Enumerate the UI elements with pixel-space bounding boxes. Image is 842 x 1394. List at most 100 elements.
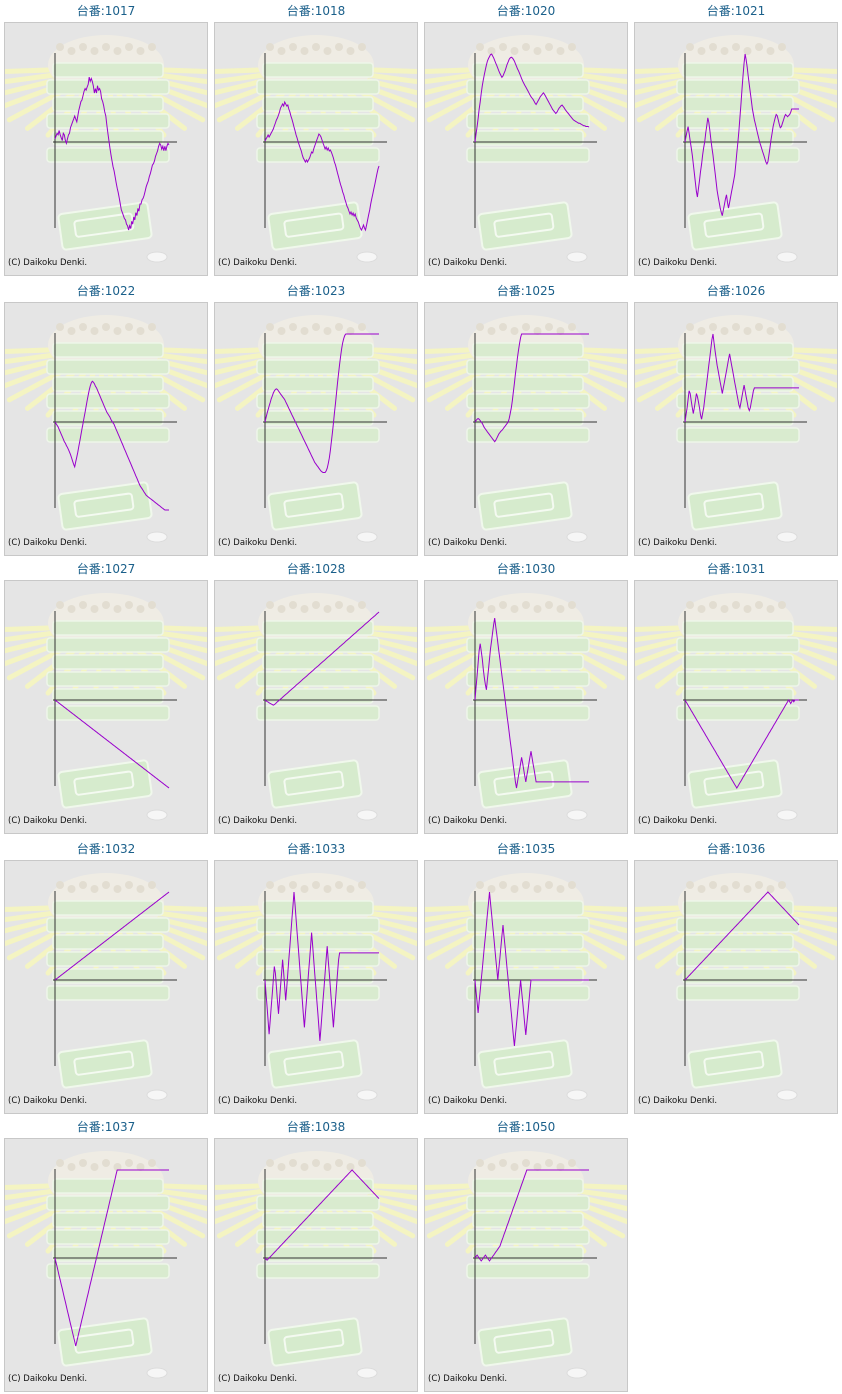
payout-line <box>54 699 170 789</box>
copyright-text: (C) Daikoku Denki. <box>8 1374 88 1384</box>
payout-line <box>54 1169 169 1347</box>
copyright-text: (C) Daikoku Denki. <box>638 538 718 548</box>
chart-plot <box>215 315 417 543</box>
chart-plot <box>215 593 417 821</box>
machine-chart: 台番:1037 (C) Daikoku Denki. <box>4 1118 208 1392</box>
machine-chart: 台番:1032 (C) Daikoku Denki. <box>4 840 208 1114</box>
copyright-text: (C) Daikoku Denki. <box>218 1096 298 1106</box>
chart-title[interactable]: 台番:1037 <box>76 1120 136 1134</box>
copyright-text: (C) Daikoku Denki. <box>428 816 508 826</box>
machine-chart: 台番:1026 (C) Daikoku Denki. <box>634 282 838 556</box>
background-art <box>215 315 417 543</box>
machine-chart: 台番:1022 (C) Daikoku Denki. <box>4 282 208 556</box>
chart-frame: (C) Daikoku Denki. <box>424 860 628 1114</box>
chart-title[interactable]: 台番:1020 <box>496 4 556 18</box>
background-art <box>425 873 627 1101</box>
chart-plot <box>215 873 417 1101</box>
chart-frame: (C) Daikoku Denki. <box>424 302 628 556</box>
machine-chart: 台番:1038 (C) Daikoku Denki. <box>214 1118 418 1392</box>
chart-frame: (C) Daikoku Denki. <box>214 860 418 1114</box>
chart-title[interactable]: 台番:1038 <box>286 1120 346 1134</box>
copyright-text: (C) Daikoku Denki. <box>218 1374 298 1384</box>
chart-plot <box>215 1151 417 1379</box>
chart-title[interactable]: 台番:1031 <box>706 562 766 576</box>
chart-title[interactable]: 台番:1018 <box>286 4 346 18</box>
chart-title[interactable]: 台番:1021 <box>706 4 766 18</box>
payout-line <box>474 891 589 1047</box>
chart-plot <box>425 315 627 543</box>
chart-plot <box>425 593 627 821</box>
copyright-text: (C) Daikoku Denki. <box>428 1374 508 1384</box>
background-art <box>635 35 837 263</box>
chart-title[interactable]: 台番:1023 <box>286 284 346 298</box>
chart-plot <box>425 35 627 263</box>
background-art <box>5 315 207 543</box>
machine-chart: 台番:1031 (C) Daikoku Denki. <box>634 560 838 834</box>
chart-title[interactable]: 台番:1028 <box>286 562 346 576</box>
chart-title[interactable]: 台番:1022 <box>76 284 136 298</box>
machine-chart: 台番:1020 (C) Daikoku Denki. <box>424 2 628 276</box>
chart-frame: (C) Daikoku Denki. <box>214 580 418 834</box>
background-art <box>635 315 837 543</box>
chart-title[interactable]: 台番:1032 <box>76 842 136 856</box>
chart-plot <box>425 873 627 1101</box>
payout-line <box>54 891 170 981</box>
chart-frame: (C) Daikoku Denki. <box>4 1138 208 1392</box>
copyright-text: (C) Daikoku Denki. <box>218 258 298 268</box>
chart-title[interactable]: 台番:1026 <box>706 284 766 298</box>
chart-title[interactable]: 台番:1030 <box>496 562 556 576</box>
machine-chart: 台番:1033 (C) Daikoku Denki. <box>214 840 418 1114</box>
machine-chart: 台番:1021 (C) Daikoku Denki. <box>634 2 838 276</box>
background-art <box>215 1151 417 1379</box>
chart-plot <box>425 1151 627 1379</box>
machine-chart: 台番:1028 (C) Daikoku Denki. <box>214 560 418 834</box>
chart-title[interactable]: 台番:1017 <box>76 4 136 18</box>
payout-line <box>264 333 379 473</box>
chart-plot <box>5 315 207 543</box>
background-art <box>5 1151 207 1379</box>
chart-title[interactable]: 台番:1027 <box>76 562 136 576</box>
chart-frame: (C) Daikoku Denki. <box>634 580 838 834</box>
machine-chart: 台番:1050 (C) Daikoku Denki. <box>424 1118 628 1392</box>
chart-frame: (C) Daikoku Denki. <box>214 22 418 276</box>
chart-frame: (C) Daikoku Denki. <box>214 1138 418 1392</box>
chart-frame: (C) Daikoku Denki. <box>424 22 628 276</box>
chart-plot <box>5 1151 207 1379</box>
copyright-text: (C) Daikoku Denki. <box>428 258 508 268</box>
chart-title[interactable]: 台番:1033 <box>286 842 346 856</box>
chart-plot <box>635 873 837 1101</box>
payout-line <box>684 891 800 981</box>
chart-frame: (C) Daikoku Denki. <box>4 302 208 556</box>
payout-line <box>684 333 799 423</box>
background-art <box>5 35 207 263</box>
chart-plot <box>635 315 837 543</box>
machine-chart: 台番:1023 (C) Daikoku Denki. <box>214 282 418 556</box>
machine-chart: 台番:1018 (C) Daikoku Denki. <box>214 2 418 276</box>
copyright-text: (C) Daikoku Denki. <box>218 538 298 548</box>
chart-title[interactable]: 台番:1050 <box>496 1120 556 1134</box>
payout-line <box>264 1169 380 1261</box>
background-art <box>215 593 417 821</box>
copyright-text: (C) Daikoku Denki. <box>8 258 88 268</box>
payout-line <box>474 53 590 143</box>
chart-frame: (C) Daikoku Denki. <box>4 860 208 1114</box>
machine-chart: 台番:1030 (C) Daikoku Denki. <box>424 560 628 834</box>
copyright-text: (C) Daikoku Denki. <box>638 816 718 826</box>
payout-line <box>684 699 799 789</box>
chart-title[interactable]: 台番:1036 <box>706 842 766 856</box>
background-art <box>215 35 417 263</box>
copyright-text: (C) Daikoku Denki. <box>638 258 718 268</box>
chart-title[interactable]: 台番:1035 <box>496 842 556 856</box>
machine-chart: 台番:1025 (C) Daikoku Denki. <box>424 282 628 556</box>
copyright-text: (C) Daikoku Denki. <box>428 1096 508 1106</box>
payout-line <box>264 100 380 232</box>
chart-plot <box>215 35 417 263</box>
background-art <box>425 315 627 543</box>
chart-title[interactable]: 台番:1025 <box>496 284 556 298</box>
chart-frame: (C) Daikoku Denki. <box>424 580 628 834</box>
background-art <box>425 1151 627 1379</box>
copyright-text: (C) Daikoku Denki. <box>8 1096 88 1106</box>
copyright-text: (C) Daikoku Denki. <box>638 1096 718 1106</box>
copyright-text: (C) Daikoku Denki. <box>8 816 88 826</box>
chart-plot <box>5 873 207 1101</box>
